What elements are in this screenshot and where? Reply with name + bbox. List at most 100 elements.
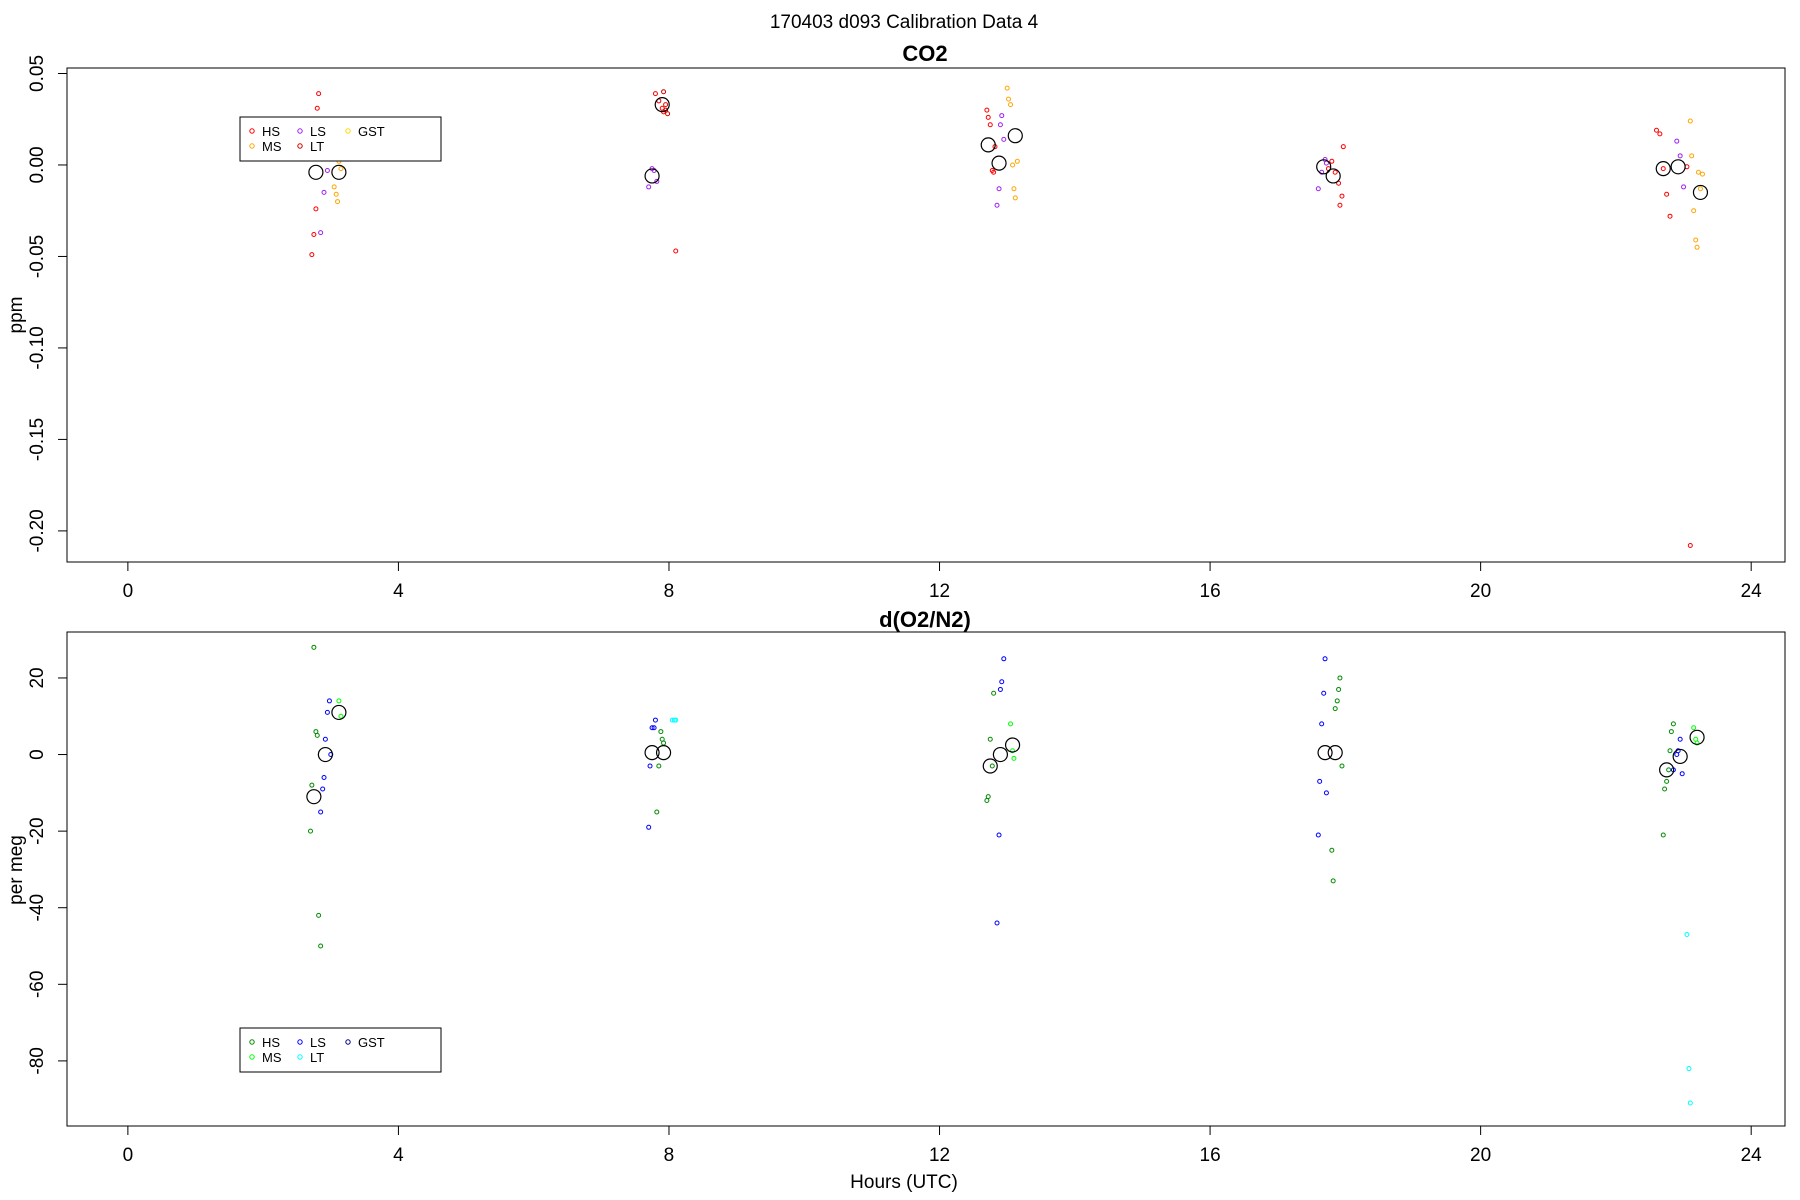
- co2-point-ms: [1011, 186, 1017, 192]
- o2n2-point-hs: [1670, 721, 1676, 727]
- co2-point-ls: [1323, 160, 1329, 166]
- o2n2-point-ls: [1319, 721, 1325, 727]
- o2n2-point-hs: [1337, 675, 1343, 681]
- o2n2-y-tick-label: 0: [27, 749, 48, 760]
- o2n2-point-mean: [1327, 745, 1343, 761]
- o2n2-point-hs: [1334, 698, 1340, 704]
- o2n2-point-mean: [306, 789, 322, 805]
- o2n2-point-hs: [307, 828, 313, 834]
- co2-y-axis-label: ppm: [6, 297, 27, 334]
- o2n2-point-hs: [989, 763, 995, 769]
- co2-point-hs: [1340, 144, 1346, 150]
- o2n2-point-ls: [1679, 771, 1685, 777]
- o2n2-point-hs: [1666, 767, 1672, 773]
- co2-point-ls: [997, 122, 1003, 128]
- co2-point-ls: [1674, 138, 1680, 144]
- o2n2-point-mean: [1689, 729, 1705, 745]
- co2-point-ms: [1687, 118, 1693, 124]
- o2n2-point-ls: [652, 717, 658, 723]
- co2-point-hs: [652, 91, 658, 97]
- co2-point-hs: [1660, 166, 1666, 172]
- figure-title: 170403 d093 Calibration Data 4: [770, 12, 1039, 33]
- o2n2-point-ls: [1677, 736, 1683, 742]
- o2n2-point-lt: [1684, 932, 1690, 938]
- co2-point-mean: [1655, 161, 1671, 177]
- co2-legend-marker: [297, 128, 303, 134]
- co2-point-ls: [654, 178, 660, 184]
- co2-point-hs: [673, 248, 679, 254]
- o2n2-point-ls: [321, 775, 327, 781]
- co2-point-ms: [335, 199, 341, 205]
- o2n2-point-mean: [982, 758, 998, 774]
- o2n2-legend-label: GST: [358, 1035, 385, 1050]
- o2n2-point-ms: [336, 698, 342, 704]
- o2n2-point-lt: [669, 717, 675, 723]
- co2-point-ms: [1010, 162, 1016, 168]
- co2-point-lt: [661, 89, 667, 95]
- co2-point-ms: [331, 184, 337, 190]
- o2n2-panel: d(O2/N2) 0 4 8 12 16 20 24 20 0 -20 -40 -60 -80 per…: [6, 607, 1786, 1166]
- o2n2-point-mean: [1659, 762, 1675, 778]
- co2-point-hs: [1687, 543, 1693, 549]
- o2n2-point-lt: [1686, 1066, 1692, 1072]
- co2-legend-label: MS: [262, 139, 282, 154]
- o2n2-legend-label: HS: [262, 1035, 280, 1050]
- o2n2-point-ls: [324, 709, 330, 715]
- o2n2-point-ls: [646, 824, 652, 830]
- x-axis-label: Hours (UTC): [850, 1172, 958, 1193]
- co2-point-ls: [994, 202, 1000, 208]
- co2-y-tick-label: -0.15: [27, 418, 48, 461]
- o2n2-legend-marker: [249, 1039, 255, 1045]
- co2-point-ls: [321, 189, 327, 195]
- co2-point-hs: [991, 169, 997, 175]
- o2n2-point-hs: [656, 763, 662, 769]
- co2-point-mean: [644, 168, 660, 184]
- co2-y-tick-label: -0.20: [27, 509, 48, 552]
- o2n2-x-tick-label: 12: [929, 1145, 950, 1166]
- o2n2-point-ls: [320, 786, 326, 792]
- o2n2-point-ls: [1322, 656, 1328, 662]
- o2n2-point-lt: [1687, 1100, 1693, 1106]
- o2n2-y-axis: 20 0 -20 -40 -60 -80: [27, 667, 68, 1075]
- o2n2-x-tick-label: 16: [1200, 1145, 1221, 1166]
- co2-point-ls: [646, 184, 652, 190]
- o2n2-point-hs: [985, 794, 991, 800]
- co2-point-hs: [313, 206, 319, 212]
- o2n2-legend-marker: [249, 1054, 255, 1060]
- o2n2-y-tick-label: -40: [27, 894, 48, 921]
- co2-legend-marker: [345, 128, 351, 134]
- o2n2-legend-box: [239, 1027, 442, 1073]
- co2-x-axis: 0 4 8 12 16 20 24: [123, 561, 1762, 602]
- o2n2-point-hs: [1667, 748, 1673, 754]
- co2-point-lt: [663, 107, 669, 113]
- o2n2-point-hs: [316, 912, 322, 918]
- co2-x-tick-label: 4: [393, 581, 404, 602]
- o2n2-point-ls: [651, 725, 657, 731]
- o2n2-point-hs: [991, 690, 997, 696]
- o2n2-point-hs: [1662, 786, 1668, 792]
- o2n2-point-ls: [996, 832, 1002, 838]
- co2-point-mean: [1316, 159, 1332, 175]
- co2-point-mean: [1670, 159, 1686, 175]
- o2n2-point-hs: [1660, 832, 1666, 838]
- co2-point-hs: [984, 107, 990, 113]
- o2n2-point-hs: [314, 732, 320, 738]
- o2n2-point-ls: [1001, 656, 1007, 662]
- co2-y-tick-label: 0.05: [27, 55, 48, 92]
- o2n2-point-hs: [309, 782, 315, 788]
- co2-y-tick-label: -0.10: [27, 326, 48, 369]
- o2n2-legend-label: LT: [310, 1050, 324, 1065]
- co2-x-tick-label: 8: [664, 581, 675, 602]
- o2n2-point-hs: [318, 943, 324, 949]
- co2-legend-label: LT: [310, 139, 324, 154]
- co2-point-hs: [1657, 131, 1663, 137]
- co2-point-mean: [331, 164, 347, 180]
- co2-point-ms: [1008, 102, 1014, 108]
- o2n2-point-ms: [1691, 725, 1697, 731]
- o2n2-point-hs: [658, 729, 664, 735]
- co2-legend-label: GST: [358, 124, 385, 139]
- o2n2-point-hs: [987, 736, 993, 742]
- o2n2-x-tick-label: 8: [664, 1145, 675, 1166]
- o2n2-point-ms: [1011, 755, 1017, 761]
- o2n2-point-ms: [1010, 748, 1016, 754]
